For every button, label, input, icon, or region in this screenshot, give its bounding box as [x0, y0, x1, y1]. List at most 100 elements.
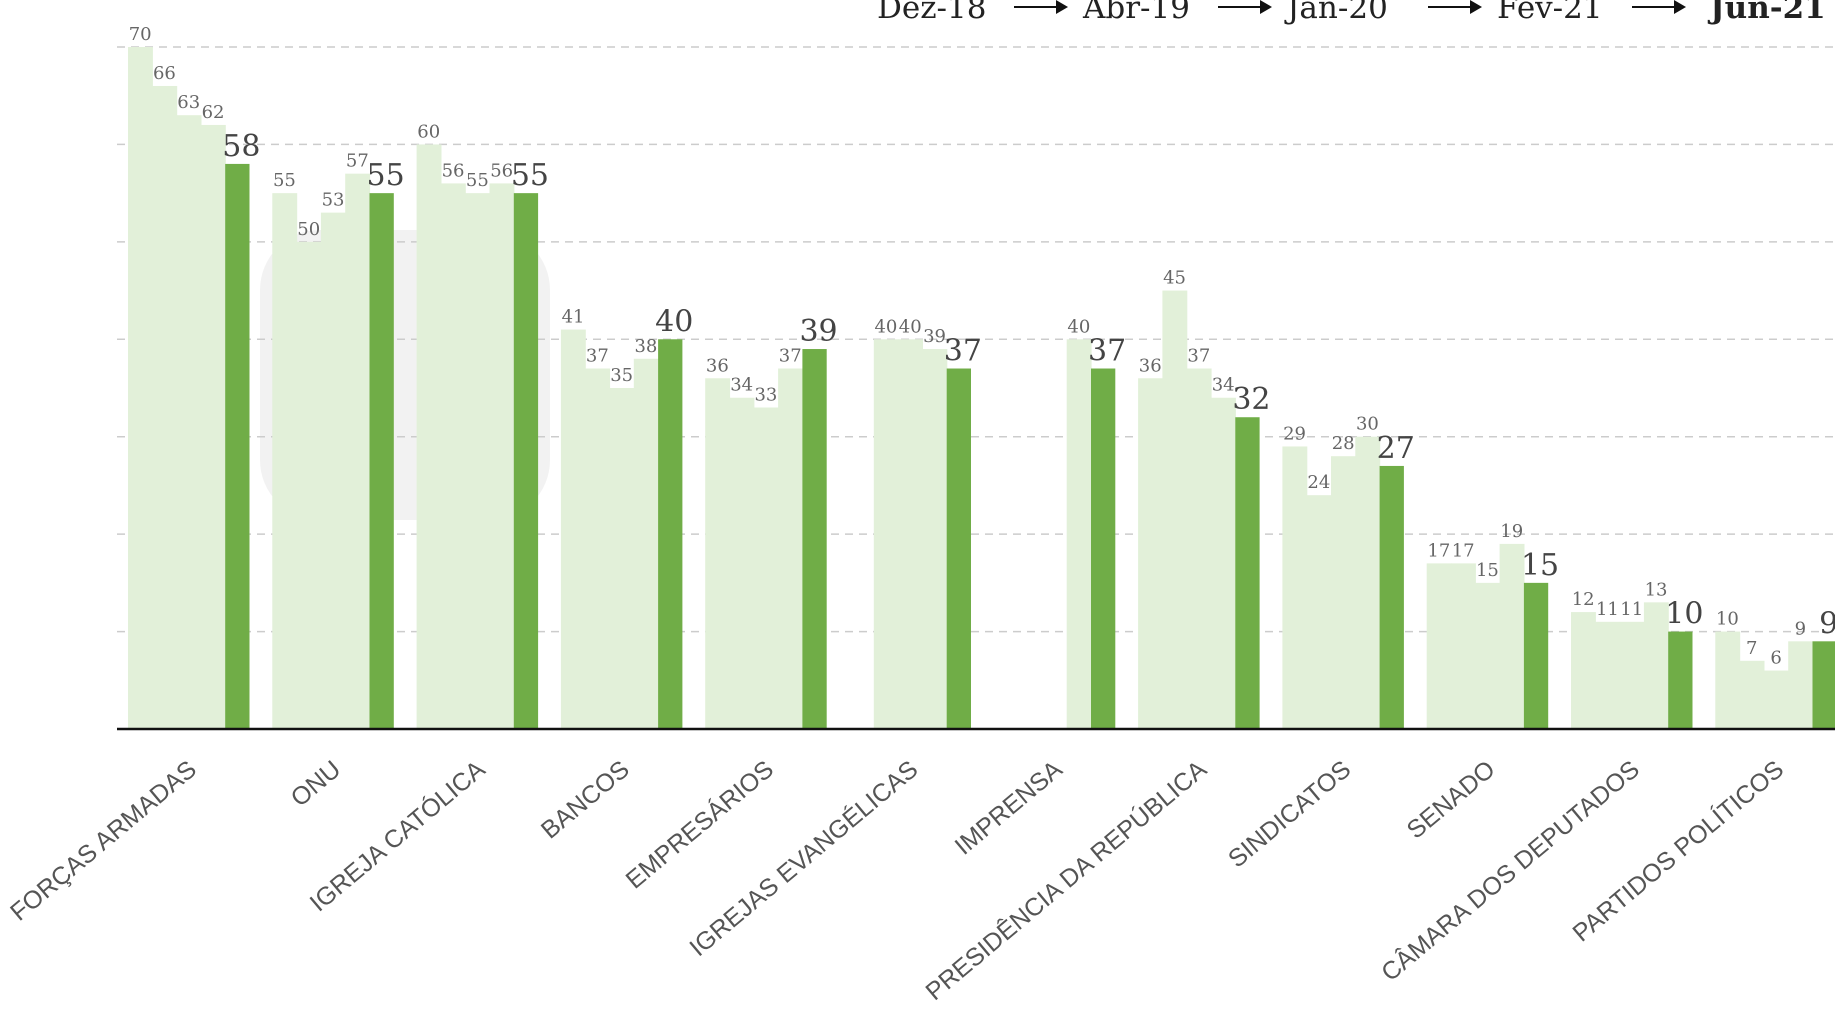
bar-previous	[1306, 495, 1332, 729]
category-label: EMPRESÁRIOS	[620, 754, 779, 894]
value-label: 34	[730, 375, 753, 396]
value-label: 37	[586, 346, 609, 367]
bar-previous	[1619, 621, 1645, 729]
bar-current	[225, 163, 250, 729]
timeline-period: Fev-21	[1497, 0, 1603, 26]
value-label: 6	[1770, 648, 1781, 669]
value-label: 11	[1596, 599, 1619, 620]
value-label: 33	[754, 384, 777, 405]
value-label: 45	[1163, 268, 1186, 289]
bar-previous	[1331, 456, 1356, 729]
bar-previous	[778, 368, 803, 729]
bar-previous	[1739, 660, 1765, 729]
bar-previous	[609, 388, 635, 729]
value-label: 39	[923, 326, 946, 347]
category-label: SINDICATOS	[1223, 755, 1356, 873]
bar-previous	[440, 183, 466, 729]
bar-current	[802, 349, 827, 729]
bar-previous	[296, 241, 322, 729]
value-label: 9	[1795, 618, 1806, 639]
bar-previous	[416, 144, 442, 729]
value-label: 40	[899, 316, 922, 337]
value-label: 70	[129, 24, 152, 45]
bar-current	[513, 193, 539, 730]
value-label-current: 39	[799, 314, 837, 349]
arrow-right-icon	[1632, 0, 1686, 14]
value-label: 30	[1356, 414, 1379, 435]
bar-previous	[1451, 563, 1476, 729]
bar-previous	[272, 193, 298, 730]
bar-current	[1523, 582, 1549, 729]
bar-current	[1379, 465, 1404, 729]
value-label: 37	[1187, 346, 1210, 367]
value-label: 63	[177, 92, 200, 113]
value-label: 28	[1332, 433, 1355, 454]
bar-current	[658, 339, 683, 729]
bar-previous	[1595, 621, 1621, 729]
timeline-period: Dez-18	[877, 0, 987, 26]
value-label-current: 55	[367, 158, 405, 193]
bar-previous	[128, 47, 153, 729]
value-label: 17	[1452, 540, 1475, 561]
bar-previous	[1355, 436, 1381, 729]
value-label: 53	[322, 190, 345, 211]
timeline-period: Jan-20	[1287, 0, 1388, 26]
category-label: IGREJAS EVANGÉLICAS	[684, 754, 924, 962]
value-label: 11	[1620, 599, 1643, 620]
arrow-right-icon	[1014, 0, 1068, 14]
bar-previous	[1499, 543, 1525, 729]
value-label: 41	[562, 307, 585, 328]
arrow-right-icon	[1428, 0, 1482, 14]
value-label: 7	[1746, 638, 1757, 659]
category-label: PRESIDÊNCIA DA REPÚBLICA	[920, 754, 1212, 1006]
bar-previous	[1211, 397, 1236, 729]
value-label-current: 37	[1088, 334, 1126, 369]
value-label-current: 9	[1819, 606, 1835, 641]
value-label-current: 32	[1232, 382, 1270, 417]
value-label: 29	[1283, 423, 1306, 444]
bar-previous	[705, 378, 731, 729]
bar-previous	[1162, 290, 1188, 729]
value-label: 66	[153, 63, 176, 84]
bar-previous	[1643, 602, 1669, 729]
timeline-period: Abr-19	[1083, 0, 1190, 26]
bar-previous	[1571, 612, 1596, 729]
arrow-right-icon	[1218, 0, 1272, 14]
bar-previous	[560, 329, 586, 729]
value-label: 55	[273, 170, 296, 191]
timeline-period-current: Jun-21	[1710, 0, 1826, 26]
value-label: 15	[1476, 560, 1499, 581]
value-label-current: 40	[655, 304, 693, 339]
value-label: 36	[706, 355, 729, 376]
value-label-current: 15	[1521, 548, 1559, 583]
bar-previous	[1715, 631, 1741, 729]
bar-previous	[922, 349, 948, 729]
bar-previous	[200, 124, 226, 729]
value-label: 40	[874, 316, 897, 337]
value-label: 35	[610, 365, 633, 386]
bar-previous	[1186, 368, 1212, 729]
bar-current	[1235, 417, 1260, 729]
value-label: 24	[1307, 472, 1330, 493]
value-label: 13	[1645, 579, 1668, 600]
bar-previous	[1138, 378, 1163, 729]
bar-current	[1091, 368, 1116, 729]
category-label: BANCOS	[536, 755, 635, 844]
bar-previous	[633, 358, 659, 729]
category-label: IMPRENSA	[950, 755, 1068, 861]
bar-previous	[465, 193, 491, 730]
value-label: 19	[1500, 521, 1523, 542]
bar-previous	[729, 397, 755, 729]
value-label-current: 27	[1377, 431, 1415, 466]
bar-previous	[585, 368, 611, 729]
value-label: 17	[1427, 540, 1450, 561]
category-label: CÂMARA DOS DEPUTADOS	[1375, 754, 1644, 987]
category-label: FORÇAS ARMADAS	[5, 755, 202, 926]
value-label-current: 37	[944, 334, 982, 369]
bar-previous	[1066, 339, 1092, 729]
value-label: 55	[466, 170, 489, 191]
category-label: ONU	[286, 755, 347, 812]
